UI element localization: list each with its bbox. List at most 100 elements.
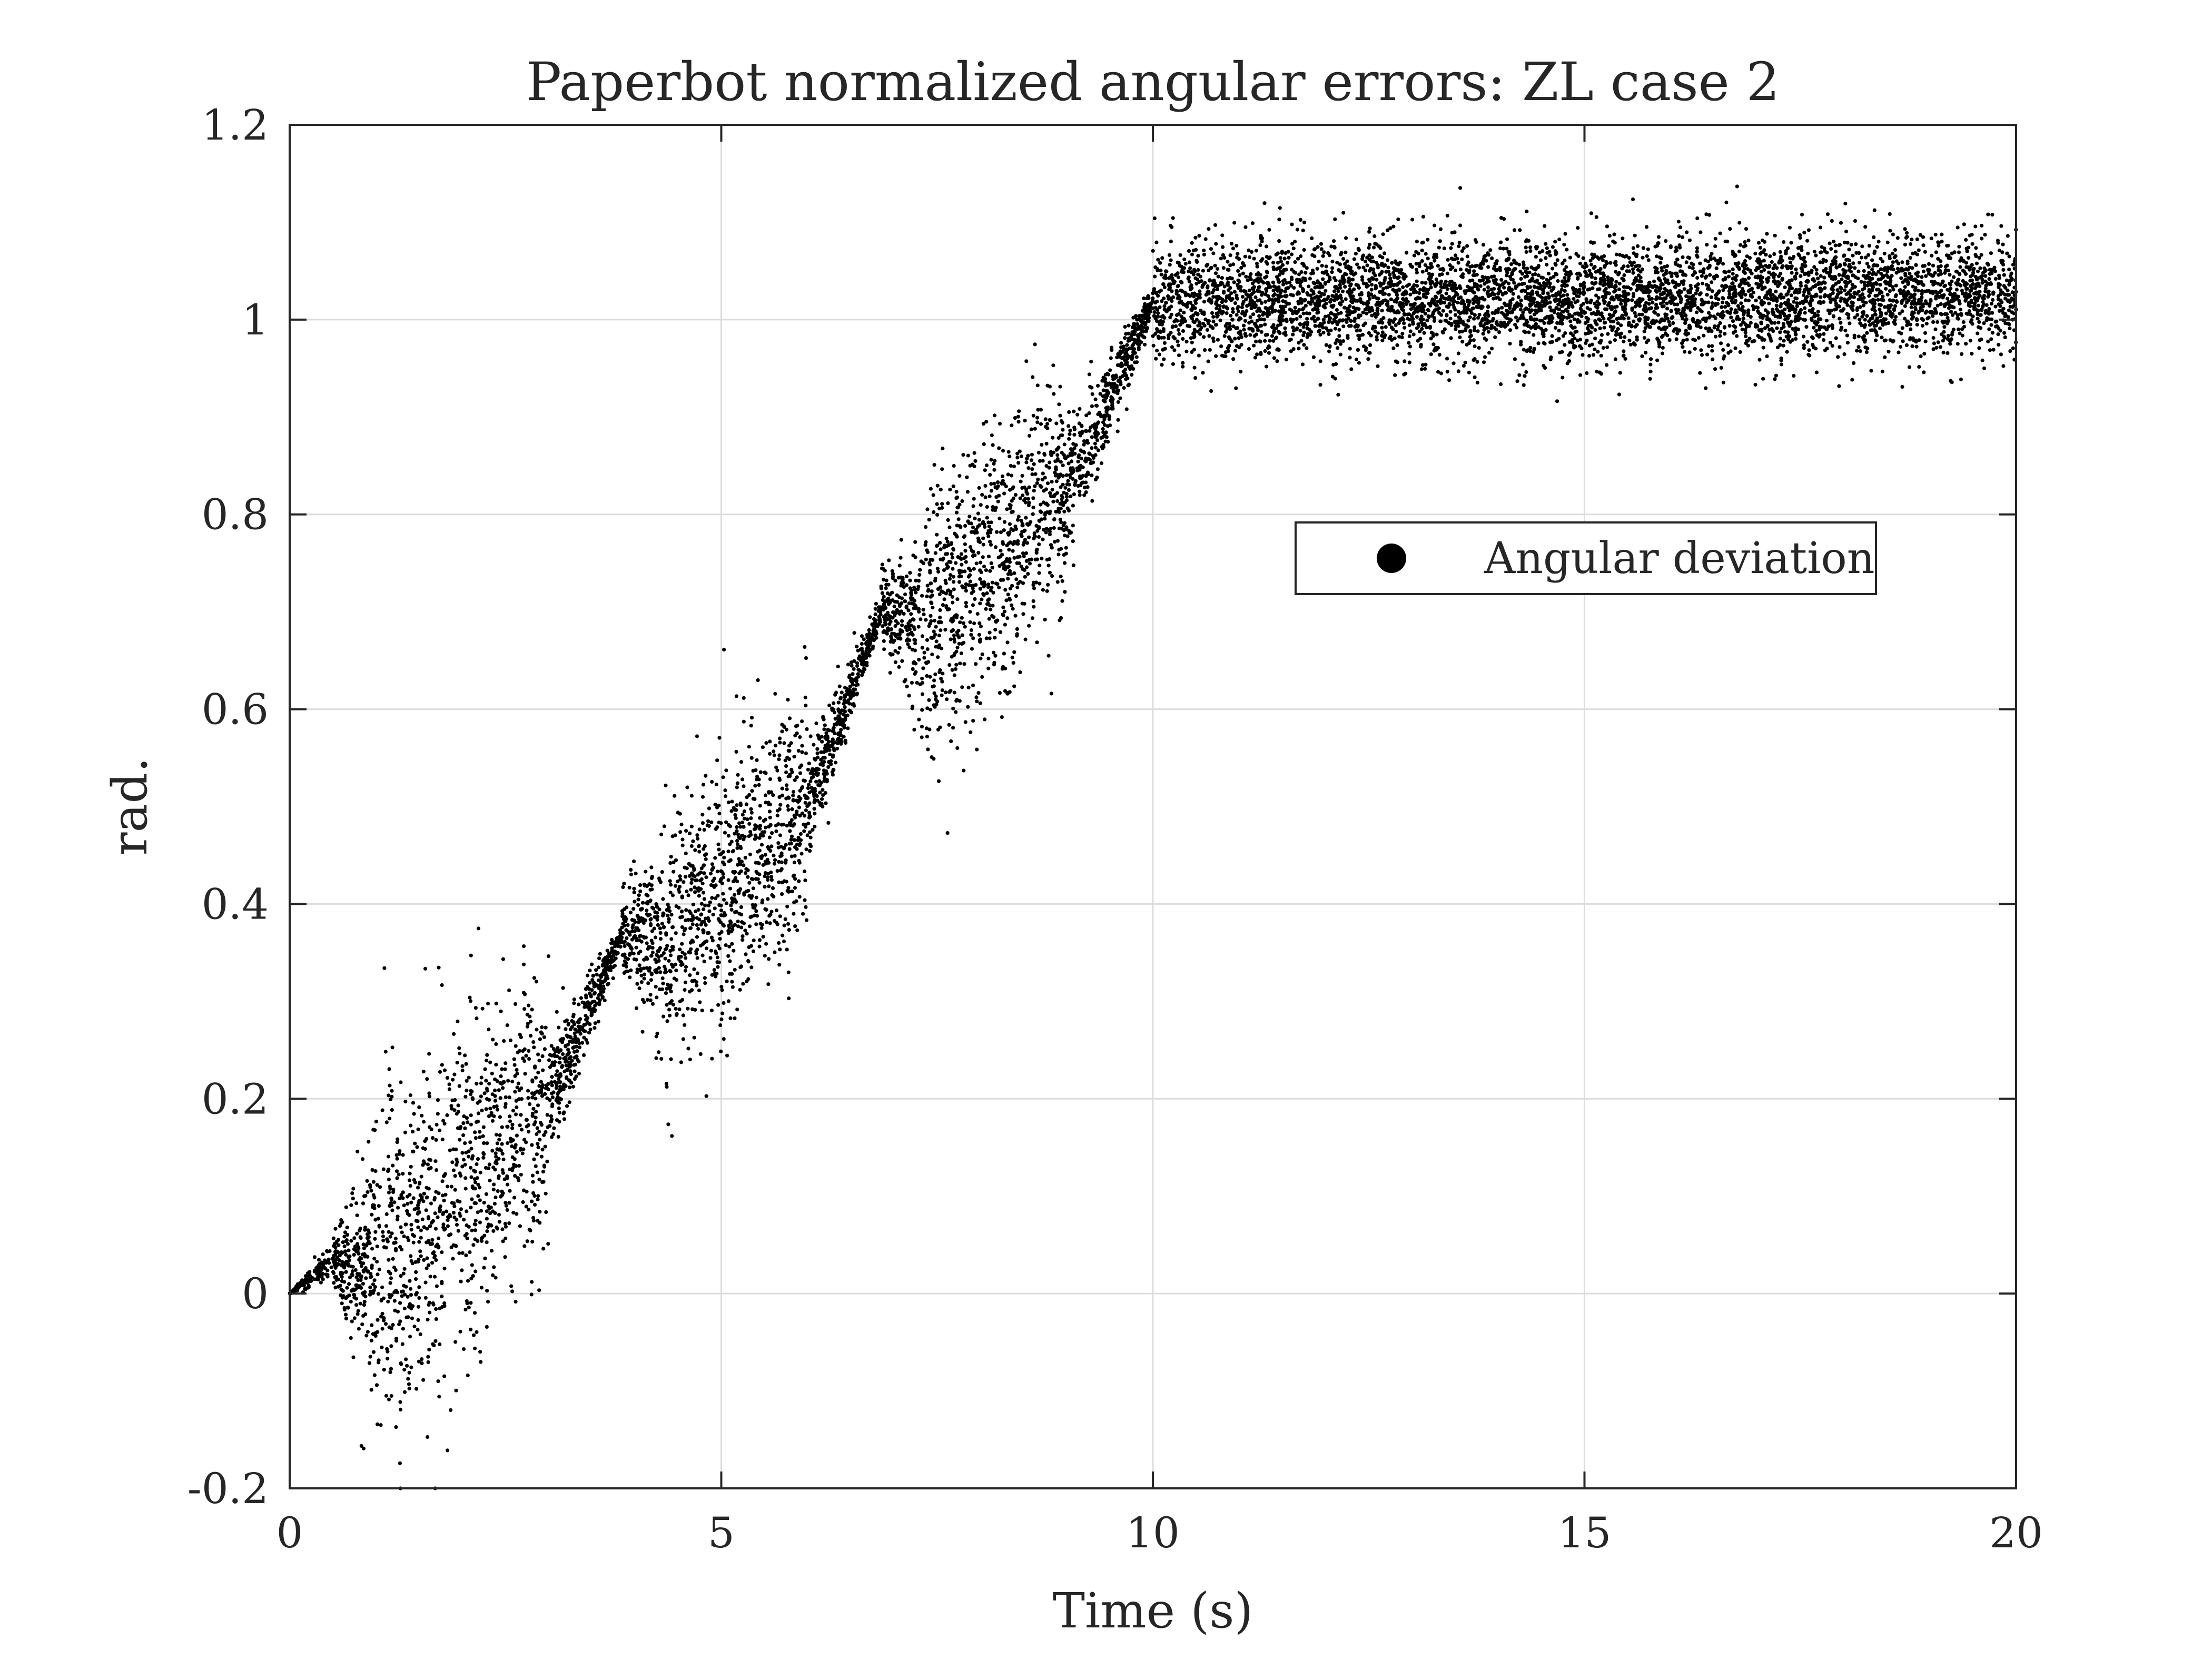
data-point — [1023, 419, 1027, 423]
data-point — [602, 968, 606, 972]
data-point — [711, 879, 715, 883]
data-point — [858, 669, 862, 673]
data-point — [527, 1003, 531, 1008]
data-point — [382, 1245, 387, 1249]
data-point — [394, 1337, 399, 1341]
data-point — [355, 1312, 360, 1316]
data-point — [1087, 411, 1091, 416]
data-point — [409, 1228, 413, 1232]
data-point — [973, 597, 977, 601]
data-point — [414, 1277, 418, 1281]
data-point — [487, 1162, 492, 1167]
data-point — [549, 1063, 554, 1068]
data-point — [485, 1209, 489, 1213]
data-point — [804, 704, 808, 708]
data-point — [501, 1086, 505, 1090]
data-point — [666, 1122, 670, 1127]
data-point — [449, 1184, 454, 1189]
data-point — [935, 567, 940, 571]
data-point — [935, 512, 940, 517]
data-point — [925, 594, 929, 598]
data-point — [355, 1286, 360, 1290]
data-point — [1103, 383, 1108, 388]
data-point — [1021, 542, 1025, 547]
data-point — [419, 1228, 423, 1232]
data-point — [956, 505, 960, 509]
data-point — [429, 1242, 433, 1247]
data-point — [390, 1231, 394, 1236]
data-point — [645, 966, 649, 970]
data-point — [335, 1255, 339, 1259]
data-point — [920, 594, 924, 598]
data-point — [596, 1020, 600, 1024]
data-point — [840, 690, 844, 695]
data-point — [1104, 389, 1109, 393]
data-point — [493, 1276, 498, 1280]
data-point — [999, 578, 1003, 582]
data-point — [1090, 499, 1094, 503]
data-point — [469, 1277, 473, 1281]
data-point — [661, 1014, 666, 1019]
data-point — [1033, 342, 1037, 347]
data-point — [506, 1141, 510, 1146]
data-point — [759, 855, 763, 859]
data-point — [1116, 388, 1120, 393]
data-point — [1046, 582, 1050, 587]
data-point — [941, 671, 945, 676]
data-point — [327, 1261, 331, 1265]
data-point — [387, 1258, 391, 1262]
data-point — [372, 1206, 377, 1210]
data-point — [1066, 424, 1071, 428]
data-point — [1022, 529, 1026, 534]
data-point — [478, 1220, 482, 1224]
data-point — [772, 749, 776, 754]
data-point — [492, 1201, 497, 1206]
data-point — [475, 1082, 479, 1086]
data-point — [775, 813, 779, 817]
data-point — [734, 910, 738, 914]
data-point — [538, 1138, 542, 1142]
data-point — [793, 778, 797, 782]
data-point — [1095, 438, 1100, 442]
data-point — [1115, 355, 1119, 360]
data-point — [978, 568, 982, 572]
data-point — [457, 1046, 461, 1050]
data-point — [331, 1258, 335, 1262]
data-point — [725, 979, 729, 983]
data-point — [963, 542, 967, 546]
data-point — [589, 993, 593, 998]
data-point — [613, 964, 617, 968]
data-point — [377, 1204, 381, 1208]
data-point — [668, 1013, 672, 1018]
data-point — [337, 1258, 341, 1262]
data-point — [661, 897, 665, 901]
data-point — [505, 1176, 509, 1180]
data-point — [986, 585, 991, 589]
data-point — [624, 961, 628, 965]
data-point — [899, 538, 903, 542]
data-point — [572, 1063, 576, 1067]
data-point — [353, 1268, 358, 1272]
data-point — [635, 967, 639, 972]
data-point — [888, 619, 893, 624]
data-point — [636, 915, 640, 919]
data-point — [387, 1190, 391, 1194]
data-point — [1123, 371, 1127, 376]
data-point — [733, 923, 737, 927]
data-point — [669, 990, 673, 994]
data-point — [597, 1001, 601, 1005]
data-point — [362, 1246, 366, 1250]
data-point — [524, 1140, 528, 1144]
data-point — [512, 1196, 517, 1200]
data-point — [763, 860, 767, 864]
data-point — [1032, 586, 1036, 590]
data-point — [1018, 670, 1022, 674]
data-point — [761, 745, 765, 749]
data-point — [370, 1263, 374, 1268]
data-point — [680, 950, 685, 955]
data-point — [793, 815, 797, 819]
data-point — [742, 719, 746, 724]
data-point — [402, 1267, 407, 1271]
data-point — [751, 886, 755, 891]
data-point — [1068, 473, 1072, 477]
